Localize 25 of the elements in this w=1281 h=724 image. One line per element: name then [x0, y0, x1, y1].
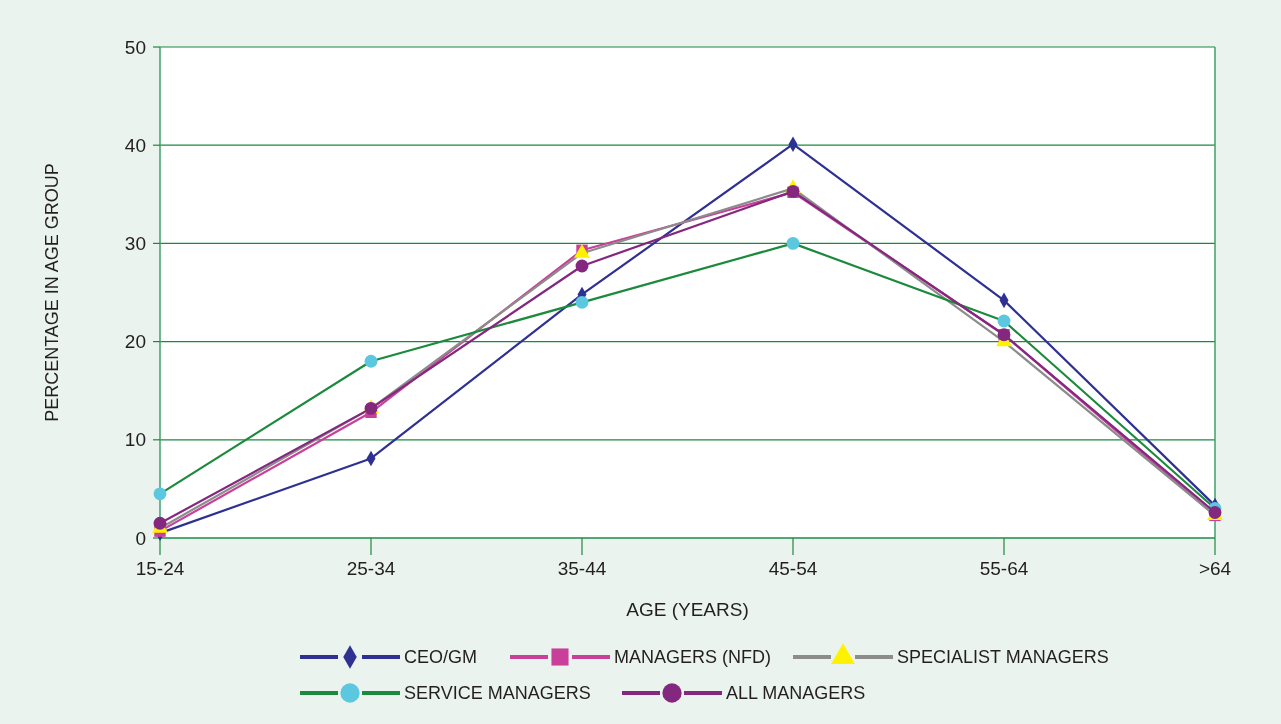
point [364, 354, 378, 368]
point [786, 236, 800, 250]
x-tick-label: 35-44 [557, 558, 607, 579]
y-tick-label: 40 [124, 134, 146, 156]
x-tick-label: 25-34 [346, 558, 396, 579]
y-tick-label: 30 [124, 233, 146, 255]
legend-label: SERVICE MANAGERS [404, 683, 591, 704]
y-tick-label: 10 [124, 429, 146, 451]
x-tick-label: 45-54 [768, 558, 818, 579]
x-tick-label: 15-24 [135, 558, 185, 579]
y-tick-label: 0 [135, 527, 146, 549]
point [153, 487, 167, 501]
x-tick-label: >64 [1198, 558, 1232, 579]
y-tick-label: 20 [124, 331, 146, 353]
point [575, 295, 589, 309]
point [997, 314, 1011, 328]
legend-label: CEO/GM [404, 647, 478, 668]
legend-label: MANAGERS (NFD) [614, 647, 771, 668]
legend-label: ALL MANAGERS [726, 683, 866, 704]
y-axis-title: PERCENTAGE IN AGE GROUP [42, 163, 62, 422]
point [575, 259, 589, 273]
x-axis-title: AGE (YEARS) [626, 599, 749, 620]
y-tick-label: 50 [124, 36, 146, 58]
x-tick-label: 55-64 [979, 558, 1029, 579]
legend-label: SPECIALIST MANAGERS [897, 647, 1109, 668]
